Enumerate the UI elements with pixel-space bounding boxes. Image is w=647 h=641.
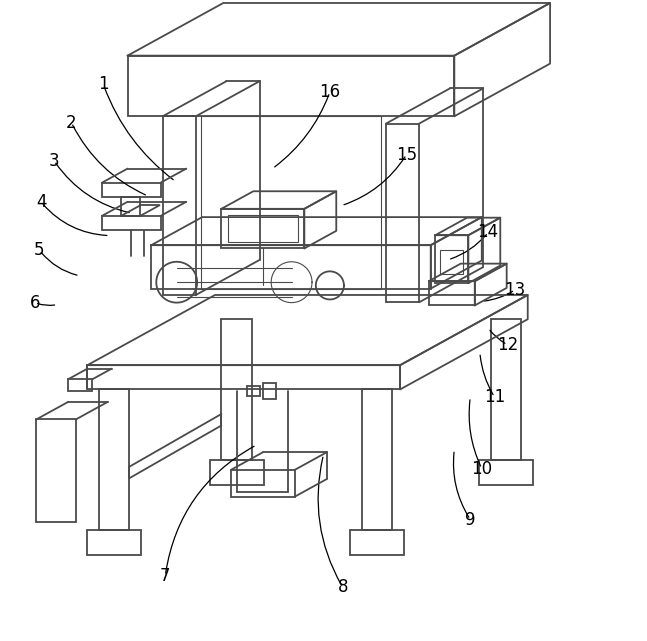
Bar — [221, 319, 252, 460]
FancyArrowPatch shape — [43, 204, 107, 235]
Text: 9: 9 — [465, 511, 476, 529]
Bar — [99, 390, 129, 530]
FancyArrowPatch shape — [318, 457, 341, 585]
Text: 1: 1 — [98, 76, 109, 94]
FancyArrowPatch shape — [38, 304, 54, 305]
Bar — [127, 56, 454, 116]
Bar — [386, 124, 419, 303]
Text: 6: 6 — [30, 294, 40, 312]
Text: 2: 2 — [66, 113, 77, 131]
Text: 5: 5 — [34, 241, 45, 260]
Bar — [201, 116, 381, 288]
Text: 10: 10 — [471, 460, 492, 478]
Text: 4: 4 — [36, 194, 47, 212]
FancyArrowPatch shape — [56, 163, 129, 213]
FancyArrowPatch shape — [485, 291, 512, 301]
Bar — [350, 530, 404, 555]
Bar — [102, 216, 160, 230]
FancyArrowPatch shape — [72, 125, 146, 195]
Bar — [435, 235, 468, 283]
FancyArrowPatch shape — [104, 87, 173, 179]
FancyArrowPatch shape — [454, 452, 469, 517]
FancyArrowPatch shape — [490, 330, 505, 344]
Text: 11: 11 — [484, 388, 505, 406]
Bar — [210, 460, 263, 485]
Bar — [441, 249, 463, 274]
FancyArrowPatch shape — [450, 235, 487, 259]
Text: 7: 7 — [160, 567, 170, 585]
FancyArrowPatch shape — [344, 157, 405, 204]
FancyArrowPatch shape — [480, 355, 493, 395]
Text: 12: 12 — [497, 336, 518, 354]
Bar — [221, 209, 304, 248]
Bar — [479, 460, 533, 485]
Bar — [68, 379, 93, 391]
FancyArrowPatch shape — [469, 400, 481, 466]
Bar — [429, 281, 475, 306]
Bar — [162, 116, 196, 295]
Bar — [151, 246, 431, 288]
Text: 13: 13 — [505, 281, 525, 299]
Text: 8: 8 — [337, 578, 348, 596]
FancyArrowPatch shape — [275, 95, 329, 167]
Bar — [263, 383, 276, 399]
Text: 16: 16 — [320, 83, 340, 101]
Text: 14: 14 — [477, 224, 499, 242]
Bar — [362, 390, 393, 530]
Bar — [121, 197, 140, 216]
Bar — [102, 183, 160, 197]
Bar — [36, 419, 76, 522]
Text: 15: 15 — [396, 146, 417, 163]
FancyArrowPatch shape — [41, 253, 77, 275]
Bar — [247, 387, 259, 395]
Bar — [228, 215, 298, 242]
Bar — [87, 530, 141, 555]
FancyArrowPatch shape — [166, 446, 254, 573]
Text: 3: 3 — [49, 152, 60, 170]
Bar — [231, 470, 295, 497]
Bar — [490, 319, 521, 460]
